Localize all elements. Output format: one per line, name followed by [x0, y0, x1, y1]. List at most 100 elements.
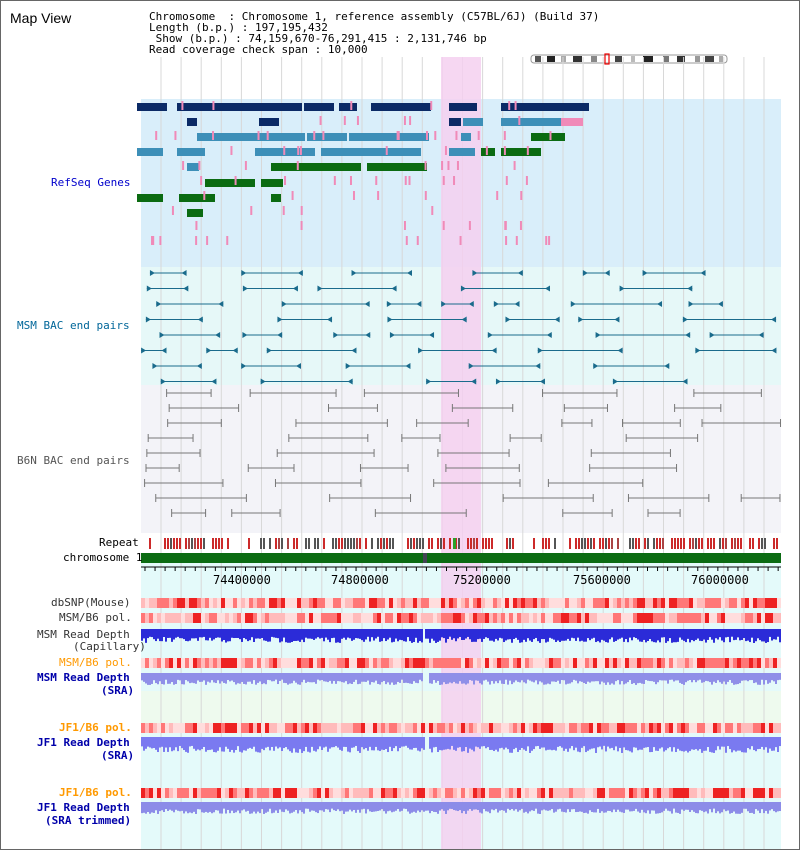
dbsnp-cell: [545, 598, 549, 608]
msm-cap-depth-bar: [273, 629, 275, 638]
jf1-b6-pol-cell: [489, 723, 493, 733]
jf1-trim-depth-bar: [155, 802, 157, 811]
dbsnp-cell: [369, 598, 373, 608]
msm-bac-end: [345, 363, 351, 369]
jf1-b6-pol-2-cell: [305, 788, 309, 798]
jf1-trim-depth-bar: [223, 802, 225, 809]
msm-cap-depth-bar: [735, 629, 737, 640]
jf1-trim-depth-bar: [481, 802, 483, 814]
b6n-bac-track[interactable]: [144, 389, 782, 517]
msm-bac-end: [664, 363, 670, 369]
jf1-sra-depth-bar: [507, 737, 509, 750]
msm-b6-pol-cell: [501, 613, 505, 623]
refseq-genes-track[interactable]: [137, 101, 589, 245]
jf1-b6-pol-cell: [605, 723, 609, 733]
msm-cap-depth-bar: [263, 629, 265, 641]
msm-sra-depth-bar: [313, 673, 315, 683]
repeat-element: [176, 538, 178, 549]
msm-cap-depth-bar: [639, 629, 641, 642]
jf1-sra-depth-bar: [669, 737, 671, 748]
dbsnp-cell: [749, 598, 753, 608]
msm-sra-depth-bar: [713, 673, 715, 682]
dbsnp-cell: [373, 598, 377, 608]
axis-tick-label: 74800000: [331, 573, 389, 587]
jf1-b6-pol-2-cell: [169, 788, 173, 798]
jf1-sra-depth-bar: [289, 737, 291, 752]
jf1-sra-depth-bar: [533, 737, 535, 750]
refseq-genes-label[interactable]: RefSeq Genes: [51, 176, 131, 189]
jf1-trim-depth-bar: [437, 802, 439, 814]
msm-sra-depth-bar: [467, 673, 469, 684]
msm-cap-depth-bar: [401, 629, 403, 641]
jf1-sra-depth-bar: [415, 737, 417, 748]
dbsnp-cell: [265, 598, 269, 608]
b6n-bac-label[interactable]: B6N BAC end pairs: [17, 454, 130, 467]
msm-cap-depth-bar: [511, 629, 513, 643]
jf1-b6-pol-2-cell: [457, 788, 461, 798]
msm-bac-track[interactable]: [141, 270, 777, 385]
chromosome-ideogram[interactable]: [530, 53, 728, 65]
msm-bac-label[interactable]: MSM BAC end pairs: [17, 319, 130, 332]
msm-sra-depth-bar: [333, 673, 335, 682]
msm-bac-end: [546, 332, 552, 338]
jf1-trim-depth-bar: [329, 802, 331, 813]
jf1-sra-depth-bar: [585, 737, 587, 753]
jf1-trim-depth-bar: [693, 802, 695, 812]
msm-cap-depth-bar: [257, 629, 259, 639]
jf1-trim-depth-bar: [589, 802, 591, 811]
msm-sra-depth-bar: [627, 673, 629, 683]
msm-sra-depth-bar: [235, 673, 237, 685]
msm-b6-pol-2-cell: [337, 658, 341, 668]
msm-sra-depth-bar: [161, 673, 163, 685]
msm-cap-depth-bar: [491, 629, 493, 641]
jf1-sra-depth-bar: [173, 737, 175, 751]
jf1-sra-depth-bar: [145, 737, 147, 749]
msm-bac-end: [156, 301, 162, 307]
jf1-trim-depth-bar: [553, 802, 555, 813]
jf1-sra-depth-bar: [219, 737, 221, 748]
read-depth-tracks[interactable]: [141, 629, 781, 814]
repeat-element: [680, 538, 682, 549]
msm-sra-depth-bar: [149, 673, 151, 685]
jf1-sra-depth-bar: [191, 737, 193, 746]
repeat-element: [638, 538, 640, 549]
msm-cap-depth-bar: [551, 629, 553, 639]
msm-b6-pol-2-cell: [613, 658, 617, 668]
msm-cap-depth-bar: [579, 629, 581, 642]
msm-b6-pol-2-cell: [513, 658, 517, 668]
msm-sra-depth-bar: [495, 673, 497, 682]
refseq-gene: [339, 103, 357, 111]
jf1-trim-depth-bar: [185, 802, 187, 812]
msm-cap-depth-bar: [207, 629, 209, 641]
msm-b6-pol-cell: [341, 613, 345, 623]
repeat-element: [593, 538, 595, 549]
jf1-sra-depth-bar: [385, 737, 387, 749]
msm-cap-depth-bar: [187, 629, 189, 642]
repeat-element: [167, 538, 169, 549]
jf1-trim-depth-bar: [219, 802, 221, 814]
msm-sra-depth-bar: [335, 673, 337, 684]
refseq-transcript-mark: [397, 131, 400, 140]
refseq-transcript-mark: [181, 101, 184, 110]
jf1-b6-pol-cell: [673, 723, 677, 733]
repeat-track[interactable]: [149, 538, 778, 549]
jf1-trim-depth-bar: [237, 802, 239, 811]
jf1-sra-depth-bar: [391, 737, 393, 752]
msm-cap-depth-bar: [717, 629, 719, 640]
position-axis: [141, 566, 781, 571]
jf1-trim-depth-bar: [425, 802, 427, 811]
jf1-trim-depth-bar: [411, 802, 413, 813]
msm-sra-depth-bar: [289, 673, 291, 684]
polymorphism-heatmaps[interactable]: [141, 598, 781, 798]
jf1-trim-depth-bar: [269, 802, 271, 809]
msm-b6-pol-cell: [453, 613, 457, 623]
jf1-trim-depth-bar: [615, 802, 617, 812]
jf1-sra-depth-bar: [465, 737, 467, 748]
show-label: Show (b.p.): [155, 32, 229, 45]
jf1-b6-pol-2-cell: [277, 788, 281, 798]
jf1-sra-depth-bar: [565, 737, 567, 749]
jf1-trim-depth-bar: [377, 802, 379, 811]
jf1-sra-depth-bar: [295, 737, 297, 753]
chromosome-bar[interactable]: [141, 553, 781, 563]
